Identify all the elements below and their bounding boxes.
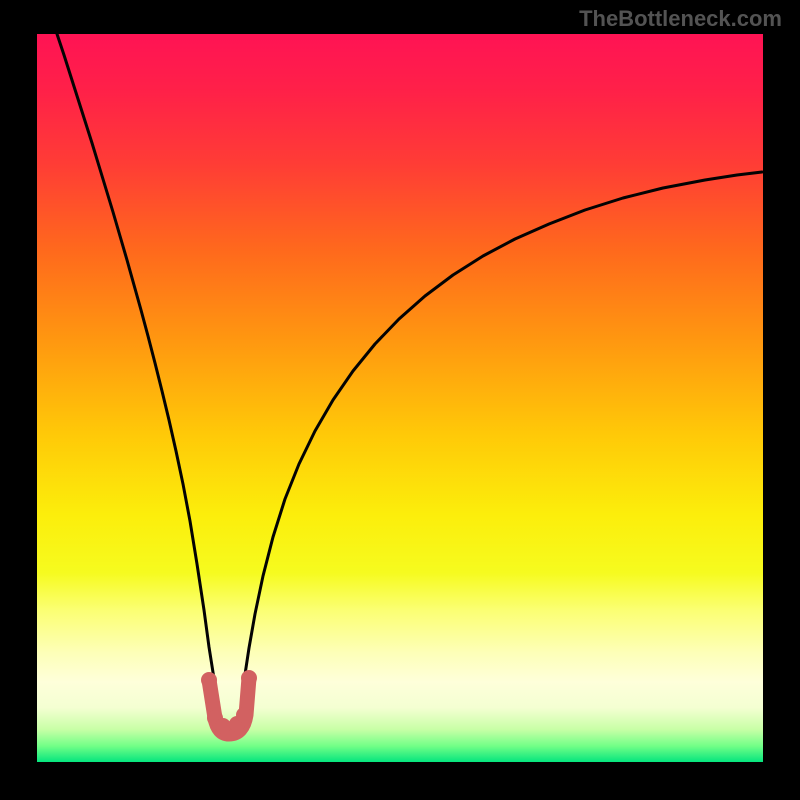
plot-background: [37, 34, 763, 762]
plot-svg: [37, 34, 763, 762]
plot-area: [37, 34, 763, 762]
glyph-dot: [241, 670, 257, 686]
glyph-dot: [201, 672, 217, 688]
glyph-dot: [236, 707, 252, 723]
watermark-text: TheBottleneck.com: [579, 6, 782, 32]
glyph-dot: [215, 718, 231, 734]
chart-container: TheBottleneck.com: [0, 0, 800, 800]
